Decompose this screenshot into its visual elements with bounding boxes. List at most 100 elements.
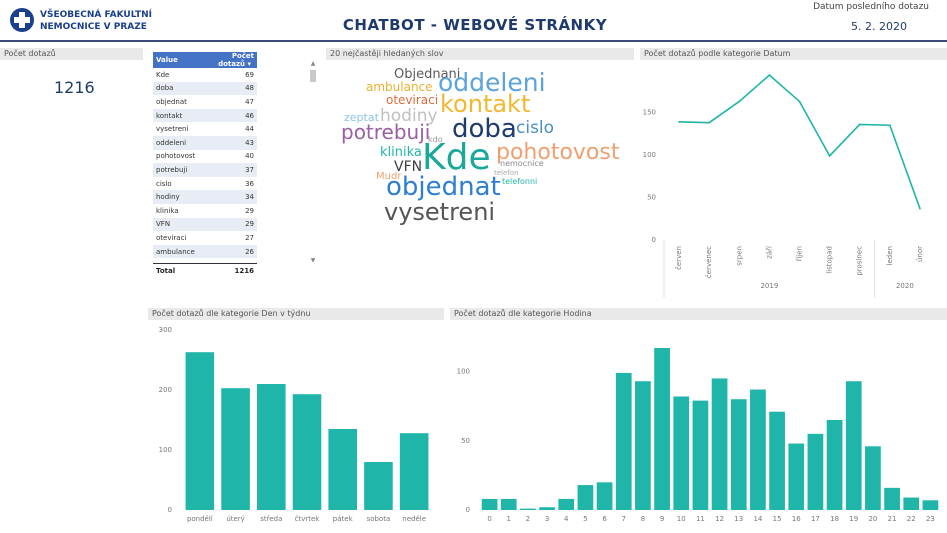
x-tick-label: 15 [773, 515, 782, 523]
bar[interactable] [788, 443, 805, 510]
bar[interactable] [635, 381, 651, 510]
x-tick-label: pátek [333, 515, 354, 523]
bar[interactable] [221, 388, 250, 510]
word-hodiny[interactable]: hodiny [380, 106, 438, 126]
bar[interactable] [558, 498, 575, 510]
line-point[interactable] [798, 100, 801, 103]
line-point[interactable] [708, 121, 711, 124]
word-pohotovost[interactable]: pohotovost [496, 140, 620, 165]
bar[interactable] [596, 482, 613, 510]
word-objednani[interactable]: Objednani [394, 67, 461, 82]
bar[interactable] [711, 378, 728, 510]
table-row[interactable]: doba 48 [153, 81, 257, 96]
table-row[interactable]: ambulance 26 [153, 244, 257, 259]
table-row[interactable]: oddeleni 43 [153, 135, 257, 150]
bar[interactable] [185, 352, 215, 510]
table-scrollbar[interactable]: ▲ ▼ [309, 60, 317, 265]
table-row[interactable]: potrebuji 37 [153, 163, 257, 177]
line-point[interactable] [919, 207, 921, 210]
bar[interactable] [615, 372, 632, 510]
x-tick-label: 11 [696, 515, 705, 523]
table-row[interactable]: hodiny 34 [153, 190, 257, 204]
word-vfn[interactable]: VFN [394, 159, 423, 175]
bar[interactable] [750, 389, 766, 510]
scroll-thumb[interactable] [310, 70, 316, 82]
word-kde[interactable]: Kde [422, 137, 491, 178]
word-klinika[interactable]: klinika [380, 145, 422, 160]
bar[interactable] [845, 381, 862, 510]
word-objednat[interactable]: objednat [386, 172, 501, 202]
word-ambulance[interactable]: ambulance [366, 80, 433, 94]
word-mudr[interactable]: Mudr [376, 171, 402, 182]
word-cislo[interactable]: cislo [516, 118, 555, 138]
line-point[interactable] [678, 120, 680, 123]
table-row[interactable]: pohotovost 40 [153, 150, 257, 164]
bar[interactable] [364, 462, 393, 510]
x-tick-label: 0 [487, 515, 491, 523]
word-oteviraci[interactable]: oteviraci [386, 93, 439, 107]
word-doba[interactable]: doba [452, 114, 517, 144]
table-row[interactable]: oteviraci 27 [153, 231, 257, 245]
bar[interactable] [257, 384, 286, 510]
bar[interactable] [730, 399, 747, 510]
line-point[interactable] [858, 123, 861, 126]
bar[interactable] [673, 396, 690, 510]
bar[interactable] [654, 348, 670, 510]
bar[interactable] [328, 429, 357, 510]
bar[interactable] [292, 394, 322, 510]
x-tick-label: 5 [583, 515, 587, 523]
row-count: 27 [245, 233, 254, 242]
word-zeptat[interactable]: zeptat [344, 111, 379, 124]
x-tick-label: červenec [705, 246, 713, 278]
bar[interactable] [884, 487, 900, 510]
table-row[interactable]: VFN 29 [153, 217, 257, 232]
x-tick-label: 2 [526, 515, 530, 523]
column-header-count[interactable]: Počet dotazů ▾ [203, 52, 257, 68]
word-vysetreni[interactable]: vysetreni [384, 198, 496, 226]
word-potrebuji[interactable]: potrebuji [341, 120, 431, 144]
word-nemocnice[interactable]: nemocnice [500, 159, 544, 168]
x-tick-label: 6 [602, 515, 607, 523]
bar[interactable] [865, 446, 881, 510]
bar[interactable] [922, 500, 939, 510]
line-point[interactable] [828, 154, 831, 157]
scroll-down-icon[interactable]: ▼ [310, 257, 316, 264]
row-count: 43 [245, 138, 254, 147]
column-header-count-label: Počet dotazů [218, 52, 254, 68]
bar[interactable] [692, 400, 709, 510]
bar[interactable] [399, 433, 429, 510]
table-row[interactable]: klinika 29 [153, 204, 257, 218]
word-telefonni[interactable]: telefonni [502, 177, 538, 186]
table-row[interactable]: objednat 47 [153, 95, 257, 109]
row-count: 46 [245, 111, 254, 120]
scroll-up-icon[interactable]: ▲ [310, 60, 316, 67]
line-point[interactable] [888, 124, 891, 127]
word-kontakt[interactable]: kontakt [440, 90, 531, 118]
word-oddeleni[interactable]: oddeleni [438, 68, 546, 97]
table-row[interactable]: Objednani25 [153, 258, 257, 261]
word-kdo[interactable]: kdo [428, 135, 443, 144]
bar[interactable] [903, 497, 920, 510]
x-tick-label: leden [886, 246, 894, 265]
bar[interactable] [769, 411, 785, 510]
bar[interactable] [539, 507, 555, 510]
bar[interactable] [500, 498, 517, 510]
word-telefon[interactable]: telefon [494, 169, 519, 177]
x-tick-label: 1 [507, 515, 511, 523]
bar[interactable] [826, 420, 843, 510]
row-value: klinika [156, 206, 179, 215]
x-tick-label: úterý [226, 515, 245, 523]
table-row[interactable]: cislo 36 [153, 177, 257, 191]
logo-line-2: NEMOCNICE V PRAZE [40, 22, 147, 32]
bar[interactable] [807, 433, 824, 510]
bar[interactable] [481, 498, 498, 510]
bar[interactable] [577, 485, 594, 510]
table-row[interactable]: vysetreni 44 [153, 122, 257, 136]
column-header-value[interactable]: Value [156, 56, 178, 64]
row-value: VFN [156, 220, 171, 229]
line-point[interactable] [768, 74, 771, 76]
table-row[interactable]: kontakt 46 [153, 108, 257, 123]
line-point[interactable] [738, 100, 741, 103]
table-row[interactable]: Kde 69 [153, 68, 257, 82]
bar[interactable] [520, 508, 536, 510]
